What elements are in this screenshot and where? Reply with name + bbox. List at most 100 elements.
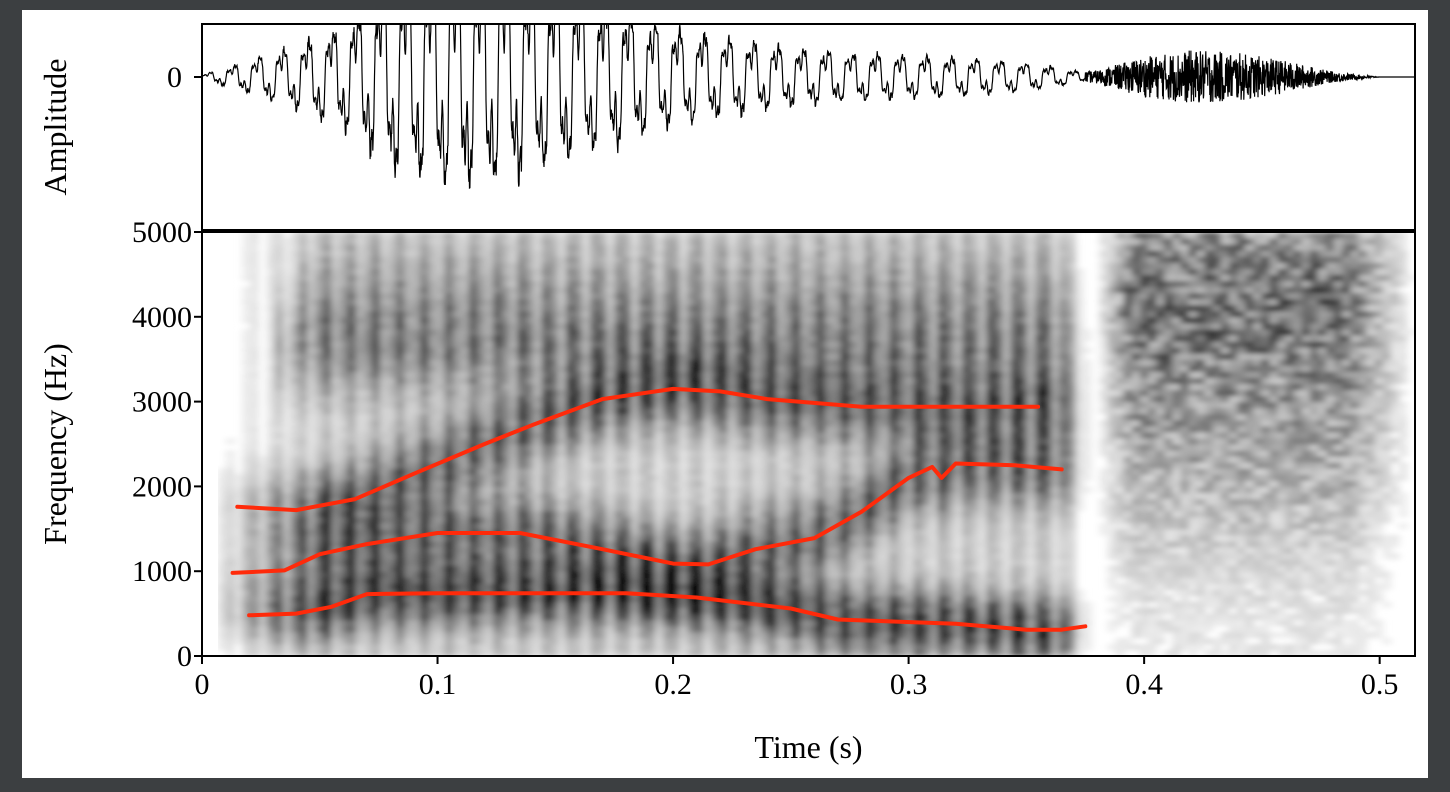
spectrogram-cell	[695, 553, 704, 560]
spectrogram-cell	[355, 637, 365, 645]
spectrogram-cell	[444, 244, 454, 251]
spectrogram-cell	[606, 334, 616, 342]
spectrogram-cell	[234, 492, 244, 500]
spectrogram-cell	[331, 316, 341, 324]
spectrogram-cell	[800, 577, 810, 584]
spectrogram-cell	[784, 334, 793, 342]
spectrogram-cell	[759, 328, 769, 336]
spectrogram-cell	[630, 425, 640, 433]
spectrogram-cell	[541, 462, 551, 469]
spectrogram-cell	[379, 613, 389, 621]
spectrogram-cell	[363, 425, 373, 433]
spectrogram-cell	[646, 341, 656, 348]
spectrogram-cell	[436, 359, 446, 366]
spectrogram-cell	[800, 371, 810, 378]
spectrogram-cell	[355, 631, 365, 639]
spectrogram-cell	[420, 601, 430, 609]
spectrogram-cell	[331, 322, 341, 330]
spectrogram-cell	[768, 522, 777, 530]
spectrogram-cell	[573, 559, 583, 566]
spectrogram-cell	[412, 437, 421, 445]
spectrogram-cell	[792, 353, 802, 360]
spectrogram-cell	[671, 522, 680, 530]
spectrogram-cell	[614, 456, 624, 463]
spectrogram-cell	[420, 492, 430, 500]
spectrogram-cell	[290, 365, 300, 372]
spectrogram-cell	[323, 553, 332, 560]
spectrogram-cell	[299, 643, 308, 651]
spectrogram-cell	[687, 474, 696, 481]
spectrogram-cell	[363, 450, 373, 457]
spectrogram-cell	[671, 328, 680, 336]
spectrogram-cell	[590, 498, 599, 506]
spectrogram-cell	[387, 462, 397, 469]
spectrogram-cell	[792, 268, 802, 275]
spectrogram-cell	[468, 480, 478, 487]
spectrogram-cell	[695, 444, 704, 451]
spectrogram-cell	[582, 553, 591, 560]
spectrogram-cell	[622, 480, 632, 487]
spectrogram-cell	[759, 431, 769, 439]
spectrogram-cell	[307, 359, 316, 366]
spectrogram-cell	[711, 571, 721, 578]
spectrogram-cell	[258, 528, 268, 536]
spectrogram-cell	[759, 347, 769, 354]
spectrogram-cell	[315, 492, 324, 500]
spectrogram-cell	[379, 377, 389, 385]
spectrogram-cell	[493, 643, 502, 651]
spectrogram-cell	[274, 468, 284, 475]
spectrogram-cell	[776, 407, 785, 415]
spectrogram-cell	[573, 601, 583, 609]
spectrogram-cell	[517, 383, 527, 391]
spectrogram-cell	[565, 304, 575, 312]
spectrogram-cell	[436, 401, 446, 409]
spectrogram-cell	[719, 371, 729, 378]
spectrogram-cell	[590, 341, 599, 348]
spectrogram-cell	[347, 389, 357, 397]
spectrogram-cell	[638, 649, 648, 656]
spectrogram-cell	[687, 371, 696, 378]
spectrogram-cell	[565, 637, 575, 645]
spectrogram-cell	[282, 649, 292, 656]
spectrogram-cell	[266, 601, 276, 609]
spectrogram-cell	[784, 607, 793, 615]
spectrogram-cell	[784, 256, 793, 263]
spectrogram-cell	[808, 522, 818, 530]
spectrogram-cell	[662, 571, 672, 578]
spectrogram-cell	[573, 577, 583, 584]
spectrogram-cell	[800, 353, 810, 360]
spectrogram-cell	[323, 401, 332, 409]
spectrogram-cell	[242, 365, 252, 372]
spectrogram-cell	[598, 528, 607, 536]
spectrogram-cell	[274, 341, 284, 348]
spectrogram-cell	[735, 238, 745, 245]
spectrogram-cell	[299, 510, 308, 518]
spectrogram-cell	[282, 577, 292, 584]
spectrogram-cell	[493, 631, 502, 639]
spectrogram-cell	[759, 310, 769, 318]
spectrogram-cell	[606, 577, 616, 584]
spectrogram-cell	[792, 486, 802, 494]
spectrogram-cell	[573, 365, 583, 372]
spectrogram-cell	[549, 619, 559, 627]
spectrogram-cell	[614, 486, 624, 494]
spectrogram-cell	[654, 238, 664, 245]
spectrogram-cell	[662, 583, 672, 590]
spectrogram-cell	[501, 643, 510, 651]
spectrogram-cell	[727, 377, 737, 385]
spectrogram-cell	[808, 528, 818, 536]
spectrogram-cell	[671, 583, 680, 590]
spectrogram-cell	[290, 450, 300, 457]
spectrogram-cell	[646, 553, 656, 560]
spectrogram-cell	[541, 637, 551, 645]
spectrogram-cell	[460, 395, 470, 403]
spectrogram-cell	[396, 341, 405, 348]
spectrogram-cell	[751, 486, 761, 494]
spectrogram-cell	[743, 322, 753, 330]
spectrogram-cell	[501, 316, 510, 324]
spectrogram-cell	[679, 492, 688, 500]
spectrogram-cell	[573, 595, 583, 603]
spectrogram-cell	[371, 643, 381, 651]
spectrogram-cell	[387, 444, 397, 451]
spectrogram-cell	[355, 613, 365, 621]
